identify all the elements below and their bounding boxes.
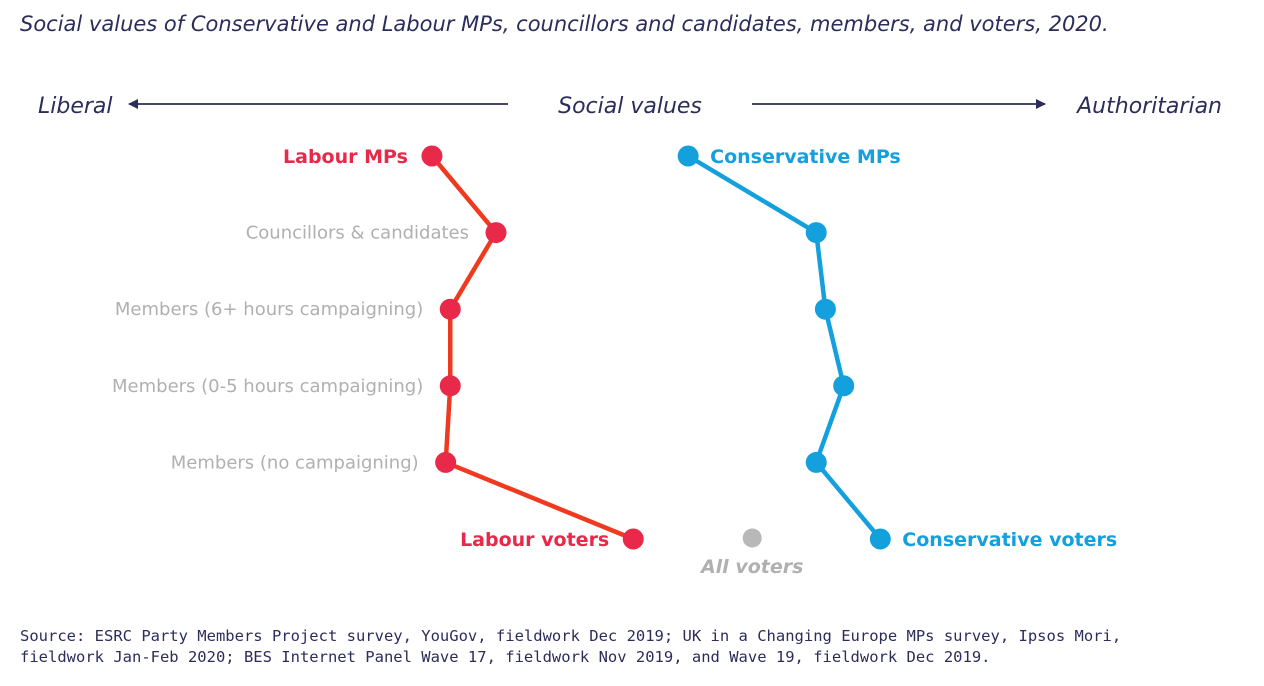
chart-svg: Liberal Social values Authoritarian Coun…	[38, 94, 1222, 578]
data-point-conservative	[805, 222, 827, 244]
axis-title: Social values	[558, 94, 702, 119]
data-point-conservative	[814, 298, 836, 320]
series-lines	[430, 154, 883, 542]
category-label: Members (no campaigning)	[171, 452, 419, 473]
category-label: Members (0-5 hours campaigning)	[112, 376, 423, 397]
series-points	[421, 145, 891, 550]
data-point-labour	[622, 528, 644, 550]
series-top-label: Labour MPs	[283, 146, 408, 168]
series-bottom-label: Labour voters	[460, 529, 609, 551]
data-point-labour	[439, 375, 461, 397]
data-point-conservative	[677, 145, 699, 167]
data-point-labour	[421, 145, 443, 167]
series-line-conservative	[686, 154, 883, 541]
source-line-2: fieldwork Jan-Feb 2020; BES Internet Pan…	[20, 648, 991, 666]
reference-point	[742, 528, 762, 548]
series-labels: Labour MPs Labour voters Conservative MPs C…	[283, 146, 1117, 578]
source-line-1: Source: ESRC Party Members Project surve…	[20, 627, 1122, 645]
data-point-conservative	[805, 451, 827, 473]
series-top-label: Conservative MPs	[710, 146, 901, 168]
data-point-labour	[439, 298, 461, 320]
category-label: Members (6+ hours campaigning)	[115, 299, 423, 320]
category-labels: Councillors & candidates Members (6+ hour…	[112, 223, 469, 474]
source-note: Source: ESRC Party Members Project surve…	[20, 626, 1250, 668]
series-bottom-label: Conservative voters	[902, 529, 1117, 551]
chart-title: Social values of Conservative and Labour…	[20, 12, 1109, 36]
axis-right-label: Authoritarian	[1075, 94, 1222, 119]
axis-left-label: Liberal	[38, 94, 113, 119]
reference-label: All voters	[699, 556, 803, 578]
data-point-labour	[485, 222, 507, 244]
series-line-labour	[430, 154, 635, 542]
axis-layer: Liberal Social values Authoritarian	[38, 94, 1222, 119]
data-point-labour	[435, 451, 457, 473]
data-point-conservative	[869, 528, 891, 550]
data-point-conservative	[833, 375, 855, 397]
category-label: Councillors & candidates	[246, 223, 469, 244]
